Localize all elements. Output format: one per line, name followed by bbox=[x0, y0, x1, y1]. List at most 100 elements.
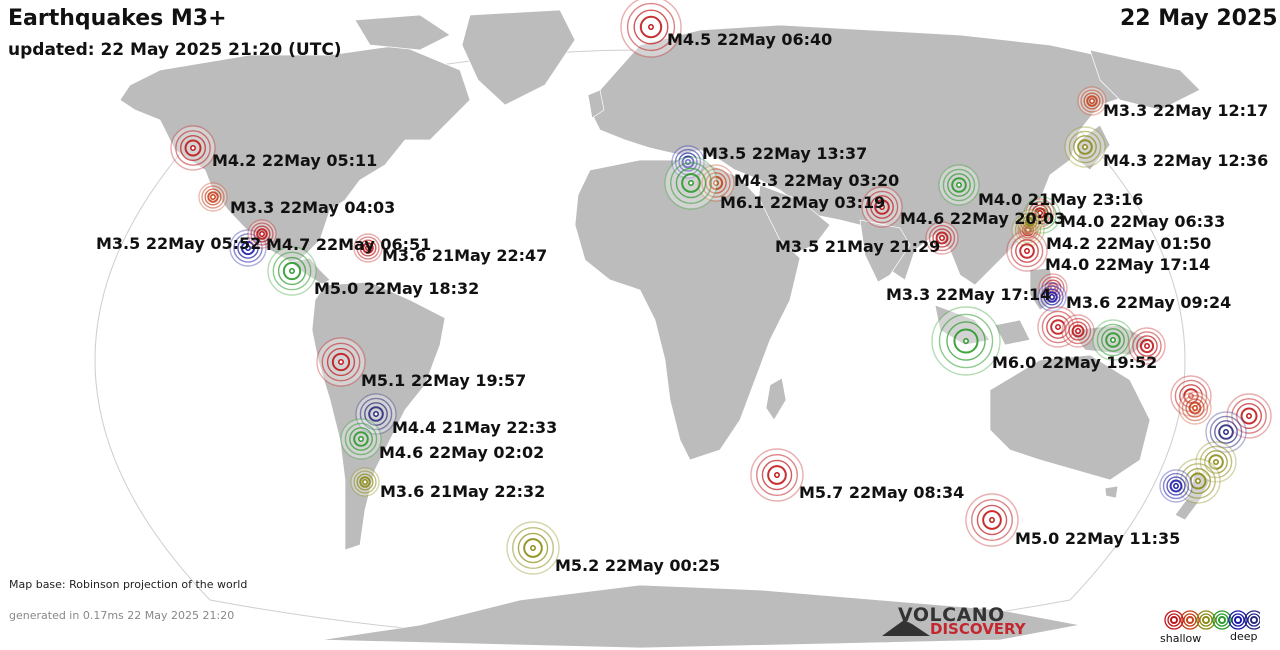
quake-epicenter bbox=[1213, 459, 1219, 465]
land-indonesia-2 bbox=[994, 319, 1031, 346]
quake-ring bbox=[1050, 319, 1066, 335]
quake-marker[interactable] bbox=[506, 521, 560, 575]
quake-ring bbox=[1024, 216, 1036, 228]
quake-epicenter bbox=[713, 180, 719, 186]
quake-ring bbox=[1136, 335, 1158, 357]
quake-ring bbox=[874, 199, 890, 215]
legend-ring bbox=[1247, 613, 1260, 627]
quake-marker[interactable] bbox=[750, 448, 804, 502]
quake-epicenter bbox=[362, 479, 368, 485]
legend-deep-label: deep bbox=[1230, 630, 1258, 643]
quake-marker[interactable] bbox=[664, 156, 718, 210]
quake-ring bbox=[1162, 472, 1190, 500]
quake-marker[interactable] bbox=[861, 186, 903, 228]
quake-marker[interactable] bbox=[247, 219, 277, 249]
quake-marker[interactable] bbox=[1159, 469, 1193, 503]
quake-ring bbox=[344, 422, 378, 456]
quake-ring bbox=[951, 177, 967, 193]
quake-ring bbox=[233, 233, 263, 263]
quake-ring bbox=[678, 152, 698, 172]
quake-ring bbox=[349, 427, 373, 451]
quake-epicenter bbox=[358, 436, 364, 442]
quake-ring bbox=[1068, 321, 1088, 341]
quake-marker[interactable] bbox=[1077, 86, 1107, 116]
quake-marker[interactable] bbox=[1017, 209, 1043, 235]
quake-epicenter bbox=[245, 245, 251, 251]
quake-marker[interactable] bbox=[1178, 391, 1212, 425]
quake-label: M5.1 22May 19:57 bbox=[361, 371, 526, 390]
quake-label: M4.4 21May 22:33 bbox=[392, 418, 557, 437]
quake-label: M3.5 22May 05:52 bbox=[96, 234, 261, 253]
quake-marker[interactable] bbox=[620, 0, 682, 58]
map-base-note: Map base: Robinson projection of the wor… bbox=[9, 578, 248, 591]
quake-ring bbox=[517, 532, 549, 564]
quake-marker[interactable] bbox=[1205, 411, 1247, 453]
quake-ring bbox=[1064, 317, 1092, 345]
quake-ring bbox=[175, 130, 211, 166]
map-title: Earthquakes M3+ bbox=[8, 6, 227, 31]
quake-ring bbox=[701, 168, 731, 198]
quake-ring bbox=[1068, 130, 1102, 164]
quake-marker[interactable] bbox=[1064, 126, 1106, 168]
quake-marker[interactable] bbox=[198, 182, 228, 212]
quake-marker[interactable] bbox=[229, 229, 267, 267]
quake-ring bbox=[1180, 463, 1216, 499]
quake-marker[interactable] bbox=[938, 164, 980, 206]
quake-marker[interactable] bbox=[931, 306, 1001, 376]
quake-epicenter bbox=[1089, 98, 1095, 104]
quake-ring bbox=[1071, 324, 1085, 338]
quake-ring bbox=[250, 222, 274, 246]
quake-marker[interactable] bbox=[697, 164, 735, 202]
quake-epicenter bbox=[1110, 337, 1116, 343]
quake-ring bbox=[1077, 139, 1093, 155]
quake-ring bbox=[1214, 420, 1238, 444]
quake-ring bbox=[947, 173, 971, 197]
updated-timestamp: updated: 22 May 2025 21:20 (UTC) bbox=[8, 40, 342, 60]
quake-ring bbox=[1208, 454, 1224, 470]
volcano-discovery-logo[interactable]: VOLCANO DISCOVERY bbox=[882, 604, 1032, 640]
quake-marker[interactable] bbox=[353, 233, 383, 263]
quake-ring bbox=[184, 139, 202, 157]
quake-ring bbox=[1086, 95, 1098, 107]
quake-marker[interactable] bbox=[1092, 319, 1134, 361]
quake-ring bbox=[204, 188, 222, 206]
quake-epicenter bbox=[365, 245, 371, 251]
generated-note: generated in 0.17ms 22 May 2025 21:20 bbox=[9, 609, 235, 622]
quake-marker[interactable] bbox=[925, 221, 959, 255]
quake-epicenter bbox=[648, 24, 654, 30]
quake-marker[interactable] bbox=[350, 467, 380, 497]
quake-ring bbox=[326, 347, 356, 377]
quake-ring bbox=[976, 504, 1008, 536]
quake-marker[interactable] bbox=[1037, 306, 1079, 348]
quake-epicenter bbox=[259, 231, 265, 237]
quake-ring bbox=[353, 431, 369, 447]
quake-ring bbox=[1188, 401, 1202, 415]
quake-label: M3.6 22May 09:24 bbox=[1066, 293, 1231, 312]
legend-ring bbox=[1250, 616, 1258, 624]
quake-ring bbox=[523, 538, 543, 558]
quake-label: M5.7 22May 08:34 bbox=[799, 483, 964, 502]
quake-ring bbox=[928, 224, 956, 252]
quake-ring bbox=[1184, 467, 1212, 495]
quake-marker[interactable] bbox=[340, 418, 382, 460]
quake-epicenter bbox=[190, 145, 196, 151]
quake-ring bbox=[865, 190, 899, 224]
quake-marker[interactable] bbox=[965, 493, 1019, 547]
quake-marker[interactable] bbox=[316, 337, 366, 387]
quake-label: M3.6 21May 22:47 bbox=[382, 246, 547, 265]
quake-epicenter bbox=[373, 411, 379, 417]
quake-epicenter bbox=[1082, 144, 1088, 150]
quake-marker[interactable] bbox=[1037, 282, 1067, 312]
quake-ring bbox=[1199, 445, 1233, 479]
quake-ring bbox=[253, 225, 271, 243]
quake-marker[interactable] bbox=[1128, 327, 1166, 365]
quake-ring bbox=[356, 236, 380, 260]
land-greenland bbox=[461, 9, 576, 106]
quake-marker[interactable] bbox=[170, 125, 216, 171]
quake-marker[interactable] bbox=[1061, 314, 1095, 348]
quake-ring bbox=[1181, 394, 1209, 422]
quake-label: M4.7 22May 06:51 bbox=[266, 235, 431, 254]
quake-marker[interactable] bbox=[267, 246, 317, 296]
quake-label: M5.0 22May 11:35 bbox=[1015, 529, 1180, 548]
quake-epicenter bbox=[338, 359, 344, 365]
